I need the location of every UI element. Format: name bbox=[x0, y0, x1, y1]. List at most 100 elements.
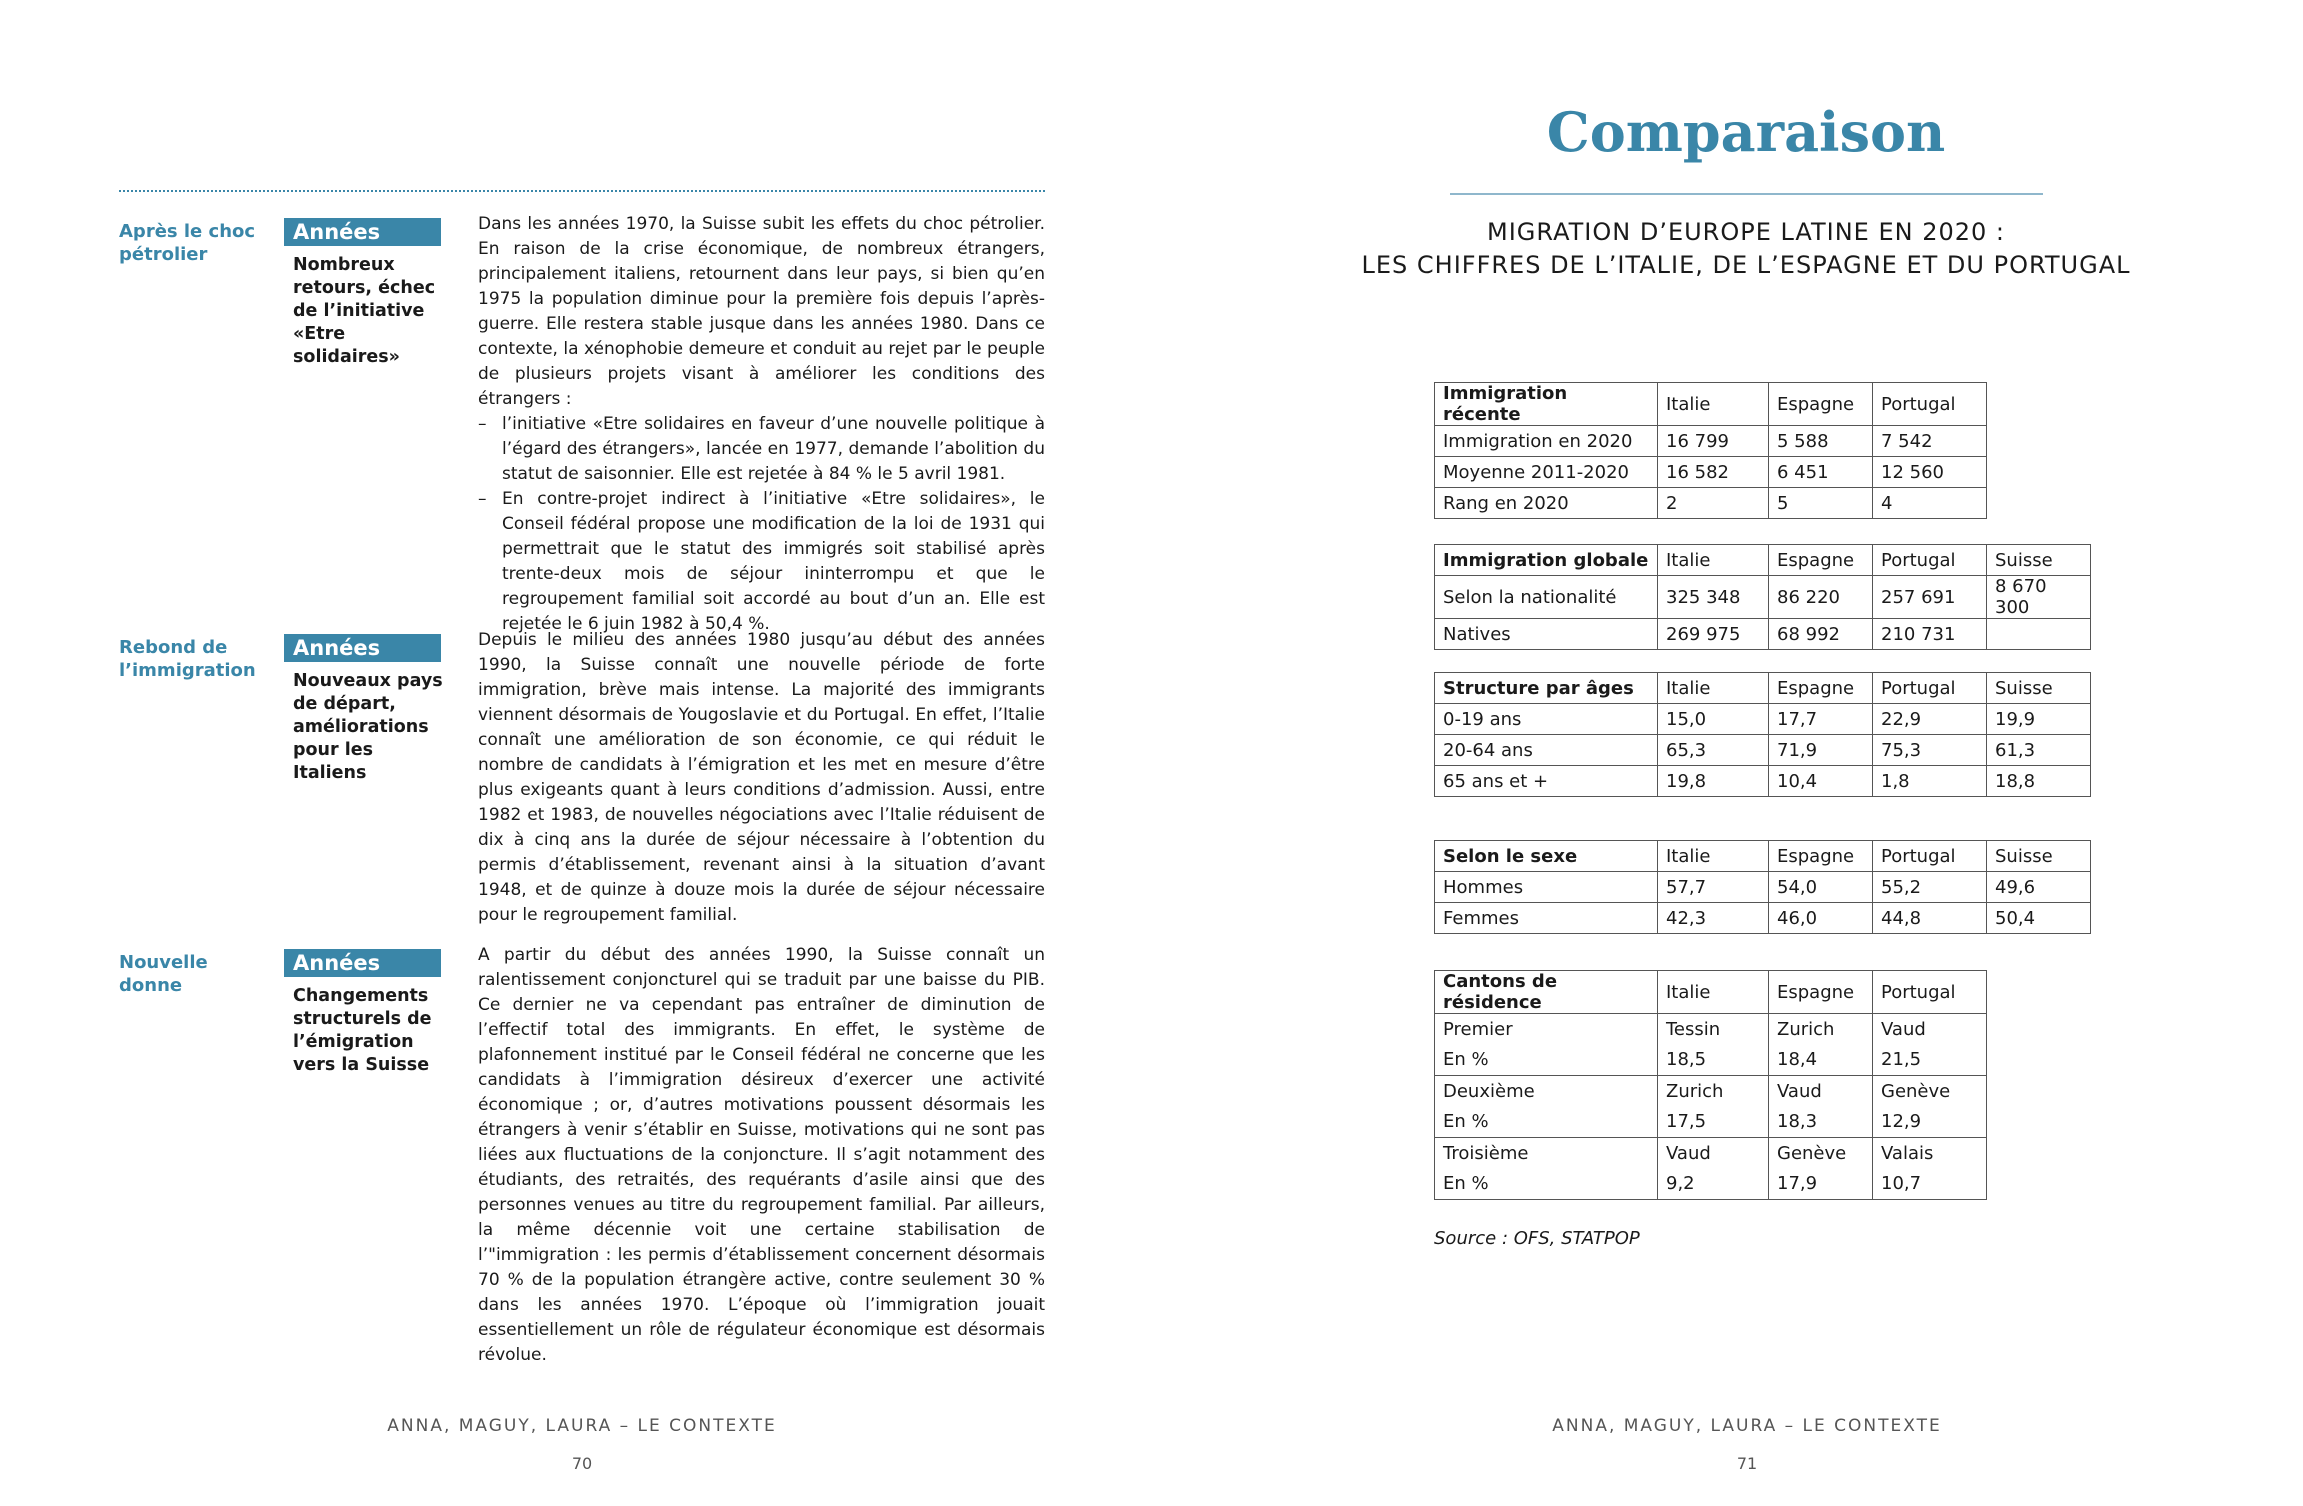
table-cell: Troisième bbox=[1434, 1137, 1658, 1169]
table-row: Hommes 57,7 54,0 55,2 49,6 bbox=[1434, 871, 2091, 903]
paragraph: Depuis le milieu des années 1980 jusqu’a… bbox=[478, 630, 1045, 925]
header-cell: Portugal bbox=[1872, 970, 1987, 1014]
table-cell: 18,5 bbox=[1657, 1044, 1769, 1076]
table-cell: Hommes bbox=[1434, 871, 1658, 903]
header-cell: Immigration globale bbox=[1434, 544, 1658, 576]
header-cell: Structure par âges bbox=[1434, 672, 1658, 704]
list-item: En contre-projet indirect à l’initiative… bbox=[478, 487, 1045, 637]
table-cell: 17,5 bbox=[1657, 1106, 1769, 1138]
table-cell: Vaud bbox=[1872, 1013, 1987, 1045]
table-body: Hommes 57,7 54,0 55,2 49,6 Femmes 42,3 46,0 44,8… bbox=[1434, 871, 2091, 934]
table-cell: 18,4 bbox=[1768, 1044, 1873, 1076]
header-row: Immigration globale Italie Espagne Portugal… bbox=[1434, 544, 2091, 576]
table-cell: Vaud bbox=[1768, 1075, 1873, 1107]
divider bbox=[119, 190, 1045, 192]
paragraph: Dans les années 1970, la Suisse subit le… bbox=[478, 214, 1045, 409]
footer: ANNA, MAGUY, LAURA – LE CONTEXTE bbox=[1552, 1416, 1942, 1436]
table-cell: Deuxième bbox=[1434, 1075, 1658, 1107]
table-row: Femmes 42,3 46,0 44,8 50,4 bbox=[1434, 902, 2091, 934]
list-item: l’initiative «Etre solidaires en faveur … bbox=[478, 412, 1045, 487]
table-body: 0-19 ans 15,0 17,7 22,9 19,9 20-64 ans 65,3 71,… bbox=[1434, 703, 2091, 797]
table-cell: 20-64 ans bbox=[1434, 734, 1658, 766]
table-cell: 210 731 bbox=[1872, 618, 1987, 650]
header-cell: Portugal bbox=[1872, 544, 1987, 576]
table-row: 20-64 ans 65,3 71,9 75,3 61,3 bbox=[1434, 734, 2091, 766]
table-cell: 65,3 bbox=[1657, 734, 1769, 766]
footer: ANNA, MAGUY, LAURA – LE CONTEXTE bbox=[387, 1416, 777, 1436]
table-cell: 61,3 bbox=[1986, 734, 2091, 766]
table-cell: 4 bbox=[1872, 487, 1987, 519]
table-cell: Moyenne 2011-2020 bbox=[1434, 456, 1658, 488]
table-body: Immigration en 2020 16 799 5 588 7 542 Moyen… bbox=[1434, 425, 1987, 519]
header-cell: Italie bbox=[1657, 840, 1769, 872]
table-body: Premier Tessin Zurich Vaud En % 18,5 18,4 21,5 D… bbox=[1434, 1013, 1987, 1200]
table-cell: 17,7 bbox=[1768, 703, 1873, 735]
header-cell: Cantons de résidence bbox=[1434, 970, 1658, 1014]
body-text: Dans les années 1970, la Suisse subit le… bbox=[478, 212, 1045, 637]
table-cell: 50,4 bbox=[1986, 902, 2091, 934]
header-cell: Selon le sexe bbox=[1434, 840, 1658, 872]
table-cell: Natives bbox=[1434, 618, 1658, 650]
header-cell: Italie bbox=[1657, 970, 1769, 1014]
data-table: Immigration récente Italie Espagne Portugal… bbox=[1434, 382, 1987, 519]
table-cell: 9,2 bbox=[1657, 1168, 1769, 1200]
table-cell: Zurich bbox=[1768, 1013, 1873, 1045]
table-row: Selon la nationalité 325 348 86 220 257 691… bbox=[1434, 575, 2091, 619]
table-cell: 12,9 bbox=[1872, 1106, 1987, 1138]
table-cell: 6 451 bbox=[1768, 456, 1873, 488]
table-row: Immigration en 2020 16 799 5 588 7 542 bbox=[1434, 425, 1987, 457]
page-number: 71 bbox=[1736, 1454, 1758, 1473]
data-table: Selon le sexe Italie Espagne Portugal Suisse… bbox=[1434, 840, 2091, 934]
header-row: Immigration récente Italie Espagne Portugal bbox=[1434, 382, 1987, 426]
table-head: Immigration globale Italie Espagne Portugal… bbox=[1434, 544, 2091, 576]
table-row: Troisième Vaud Genève Valais bbox=[1434, 1137, 1987, 1169]
table-cell: 16 799 bbox=[1657, 425, 1769, 457]
table-row: En % 18,5 18,4 21,5 bbox=[1434, 1044, 1987, 1076]
table-cell: En % bbox=[1434, 1168, 1658, 1200]
source: Source : OFS, STATPOP bbox=[1434, 1228, 1640, 1249]
table-head: Structure par âges Italie Espagne Portugal S… bbox=[1434, 672, 2091, 704]
header-cell: Suisse bbox=[1986, 672, 2091, 704]
table-cell: Premier bbox=[1434, 1013, 1658, 1045]
table-cell: 46,0 bbox=[1768, 902, 1873, 934]
header-cell: Espagne bbox=[1768, 544, 1873, 576]
table-cell: 65 ans et + bbox=[1434, 765, 1658, 797]
side-label: Après le choc pétrolier bbox=[119, 221, 256, 265]
side-label: Rebond de l’immigration bbox=[119, 637, 256, 681]
table-cell: 19,9 bbox=[1986, 703, 2091, 735]
table-row: En % 17,5 18,3 12,9 bbox=[1434, 1106, 1987, 1138]
table-head: Cantons de résidence Italie Espagne Portuga… bbox=[1434, 970, 1987, 1014]
table-body: Selon la nationalité 325 348 86 220 257 691… bbox=[1434, 575, 2091, 650]
table-row: Rang en 2020 2 5 4 bbox=[1434, 487, 1987, 519]
header-cell: Italie bbox=[1657, 382, 1769, 426]
table-cell: Genève bbox=[1768, 1137, 1873, 1169]
table-cell: 7 542 bbox=[1872, 425, 1987, 457]
subtitle: MIGRATION D’EUROPE LATINE EN 2020 : bbox=[1486, 218, 2006, 246]
table-cell: Immigration en 2020 bbox=[1434, 425, 1658, 457]
table-cell: Selon la nationalité bbox=[1434, 575, 1658, 619]
table-cell: 16 582 bbox=[1657, 456, 1769, 488]
header-cell: Suisse bbox=[1986, 544, 2091, 576]
table-cell: 5 588 bbox=[1768, 425, 1873, 457]
table-cell: 18,3 bbox=[1768, 1106, 1873, 1138]
data-table: Cantons de résidence Italie Espagne Portuga… bbox=[1434, 970, 1987, 1200]
table-cell: 2 bbox=[1657, 487, 1769, 519]
header-cell: Immigration récente bbox=[1434, 382, 1658, 426]
data-table: Immigration globale Italie Espagne Portugal… bbox=[1434, 544, 2091, 650]
side-label: Nouvelle donne bbox=[119, 952, 208, 996]
table-cell: 8 670 300 bbox=[1986, 575, 2091, 619]
header-cell: Portugal bbox=[1872, 382, 1987, 426]
header-row: Cantons de résidence Italie Espagne Portuga… bbox=[1434, 970, 1987, 1014]
table-cell: 42,3 bbox=[1657, 902, 1769, 934]
header-cell: Italie bbox=[1657, 544, 1769, 576]
table-cell: 21,5 bbox=[1872, 1044, 1987, 1076]
title: Comparaison bbox=[1546, 100, 1946, 164]
year-badge: Années 1980 bbox=[284, 634, 441, 688]
table-cell: Vaud bbox=[1657, 1137, 1769, 1169]
header-cell: Espagne bbox=[1768, 970, 1873, 1014]
table-cell: 12 560 bbox=[1872, 456, 1987, 488]
header-cell: Portugal bbox=[1872, 672, 1987, 704]
table-row: Natives 269 975 68 992 210 731 bbox=[1434, 618, 2091, 650]
table-row: Premier Tessin Zurich Vaud bbox=[1434, 1013, 1987, 1045]
